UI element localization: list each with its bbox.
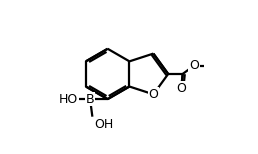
Text: O: O <box>148 88 158 101</box>
Text: B: B <box>86 93 94 106</box>
Text: HO: HO <box>59 93 78 106</box>
Text: O: O <box>176 82 186 95</box>
Text: O: O <box>189 59 199 72</box>
Text: OH: OH <box>94 118 113 131</box>
